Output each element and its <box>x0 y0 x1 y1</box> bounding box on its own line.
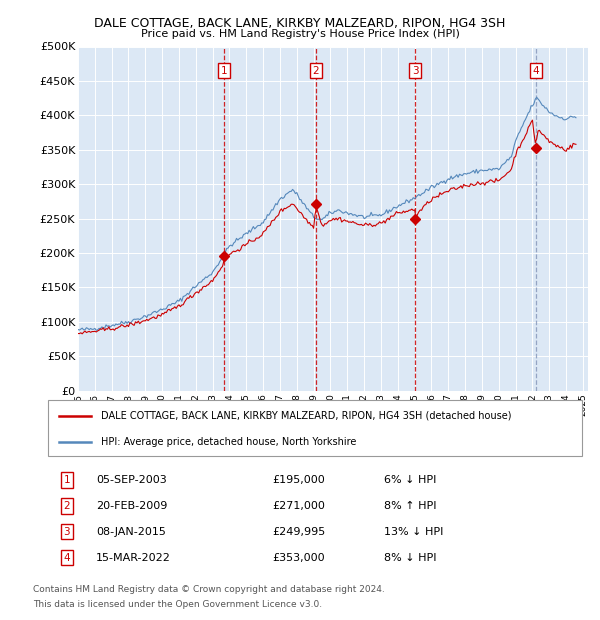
Text: Price paid vs. HM Land Registry's House Price Index (HPI): Price paid vs. HM Land Registry's House … <box>140 29 460 39</box>
Text: DALE COTTAGE, BACK LANE, KIRKBY MALZEARD, RIPON, HG4 3SH (detached house): DALE COTTAGE, BACK LANE, KIRKBY MALZEARD… <box>101 410 512 420</box>
Text: 08-JAN-2015: 08-JAN-2015 <box>96 527 166 537</box>
Text: 1: 1 <box>221 66 227 76</box>
Text: 2: 2 <box>64 501 70 511</box>
Text: £195,000: £195,000 <box>272 475 325 485</box>
Text: 15-MAR-2022: 15-MAR-2022 <box>96 553 171 563</box>
Text: Contains HM Land Registry data © Crown copyright and database right 2024.: Contains HM Land Registry data © Crown c… <box>33 585 385 594</box>
Text: 05-SEP-2003: 05-SEP-2003 <box>96 475 167 485</box>
Text: 2: 2 <box>313 66 319 76</box>
Text: HPI: Average price, detached house, North Yorkshire: HPI: Average price, detached house, Nort… <box>101 436 357 447</box>
Text: 8% ↑ HPI: 8% ↑ HPI <box>385 501 437 511</box>
FancyBboxPatch shape <box>48 400 582 456</box>
Text: This data is licensed under the Open Government Licence v3.0.: This data is licensed under the Open Gov… <box>33 600 322 609</box>
Text: 6% ↓ HPI: 6% ↓ HPI <box>385 475 437 485</box>
Text: DALE COTTAGE, BACK LANE, KIRKBY MALZEARD, RIPON, HG4 3SH: DALE COTTAGE, BACK LANE, KIRKBY MALZEARD… <box>94 17 506 30</box>
Text: 13% ↓ HPI: 13% ↓ HPI <box>385 527 444 537</box>
Text: £353,000: £353,000 <box>272 553 325 563</box>
Text: £249,995: £249,995 <box>272 527 326 537</box>
Text: 3: 3 <box>412 66 418 76</box>
Text: 4: 4 <box>64 553 70 563</box>
Text: 4: 4 <box>533 66 539 76</box>
Text: £271,000: £271,000 <box>272 501 325 511</box>
Text: 3: 3 <box>64 527 70 537</box>
Text: 20-FEB-2009: 20-FEB-2009 <box>96 501 167 511</box>
Text: 8% ↓ HPI: 8% ↓ HPI <box>385 553 437 563</box>
Text: 1: 1 <box>64 475 70 485</box>
